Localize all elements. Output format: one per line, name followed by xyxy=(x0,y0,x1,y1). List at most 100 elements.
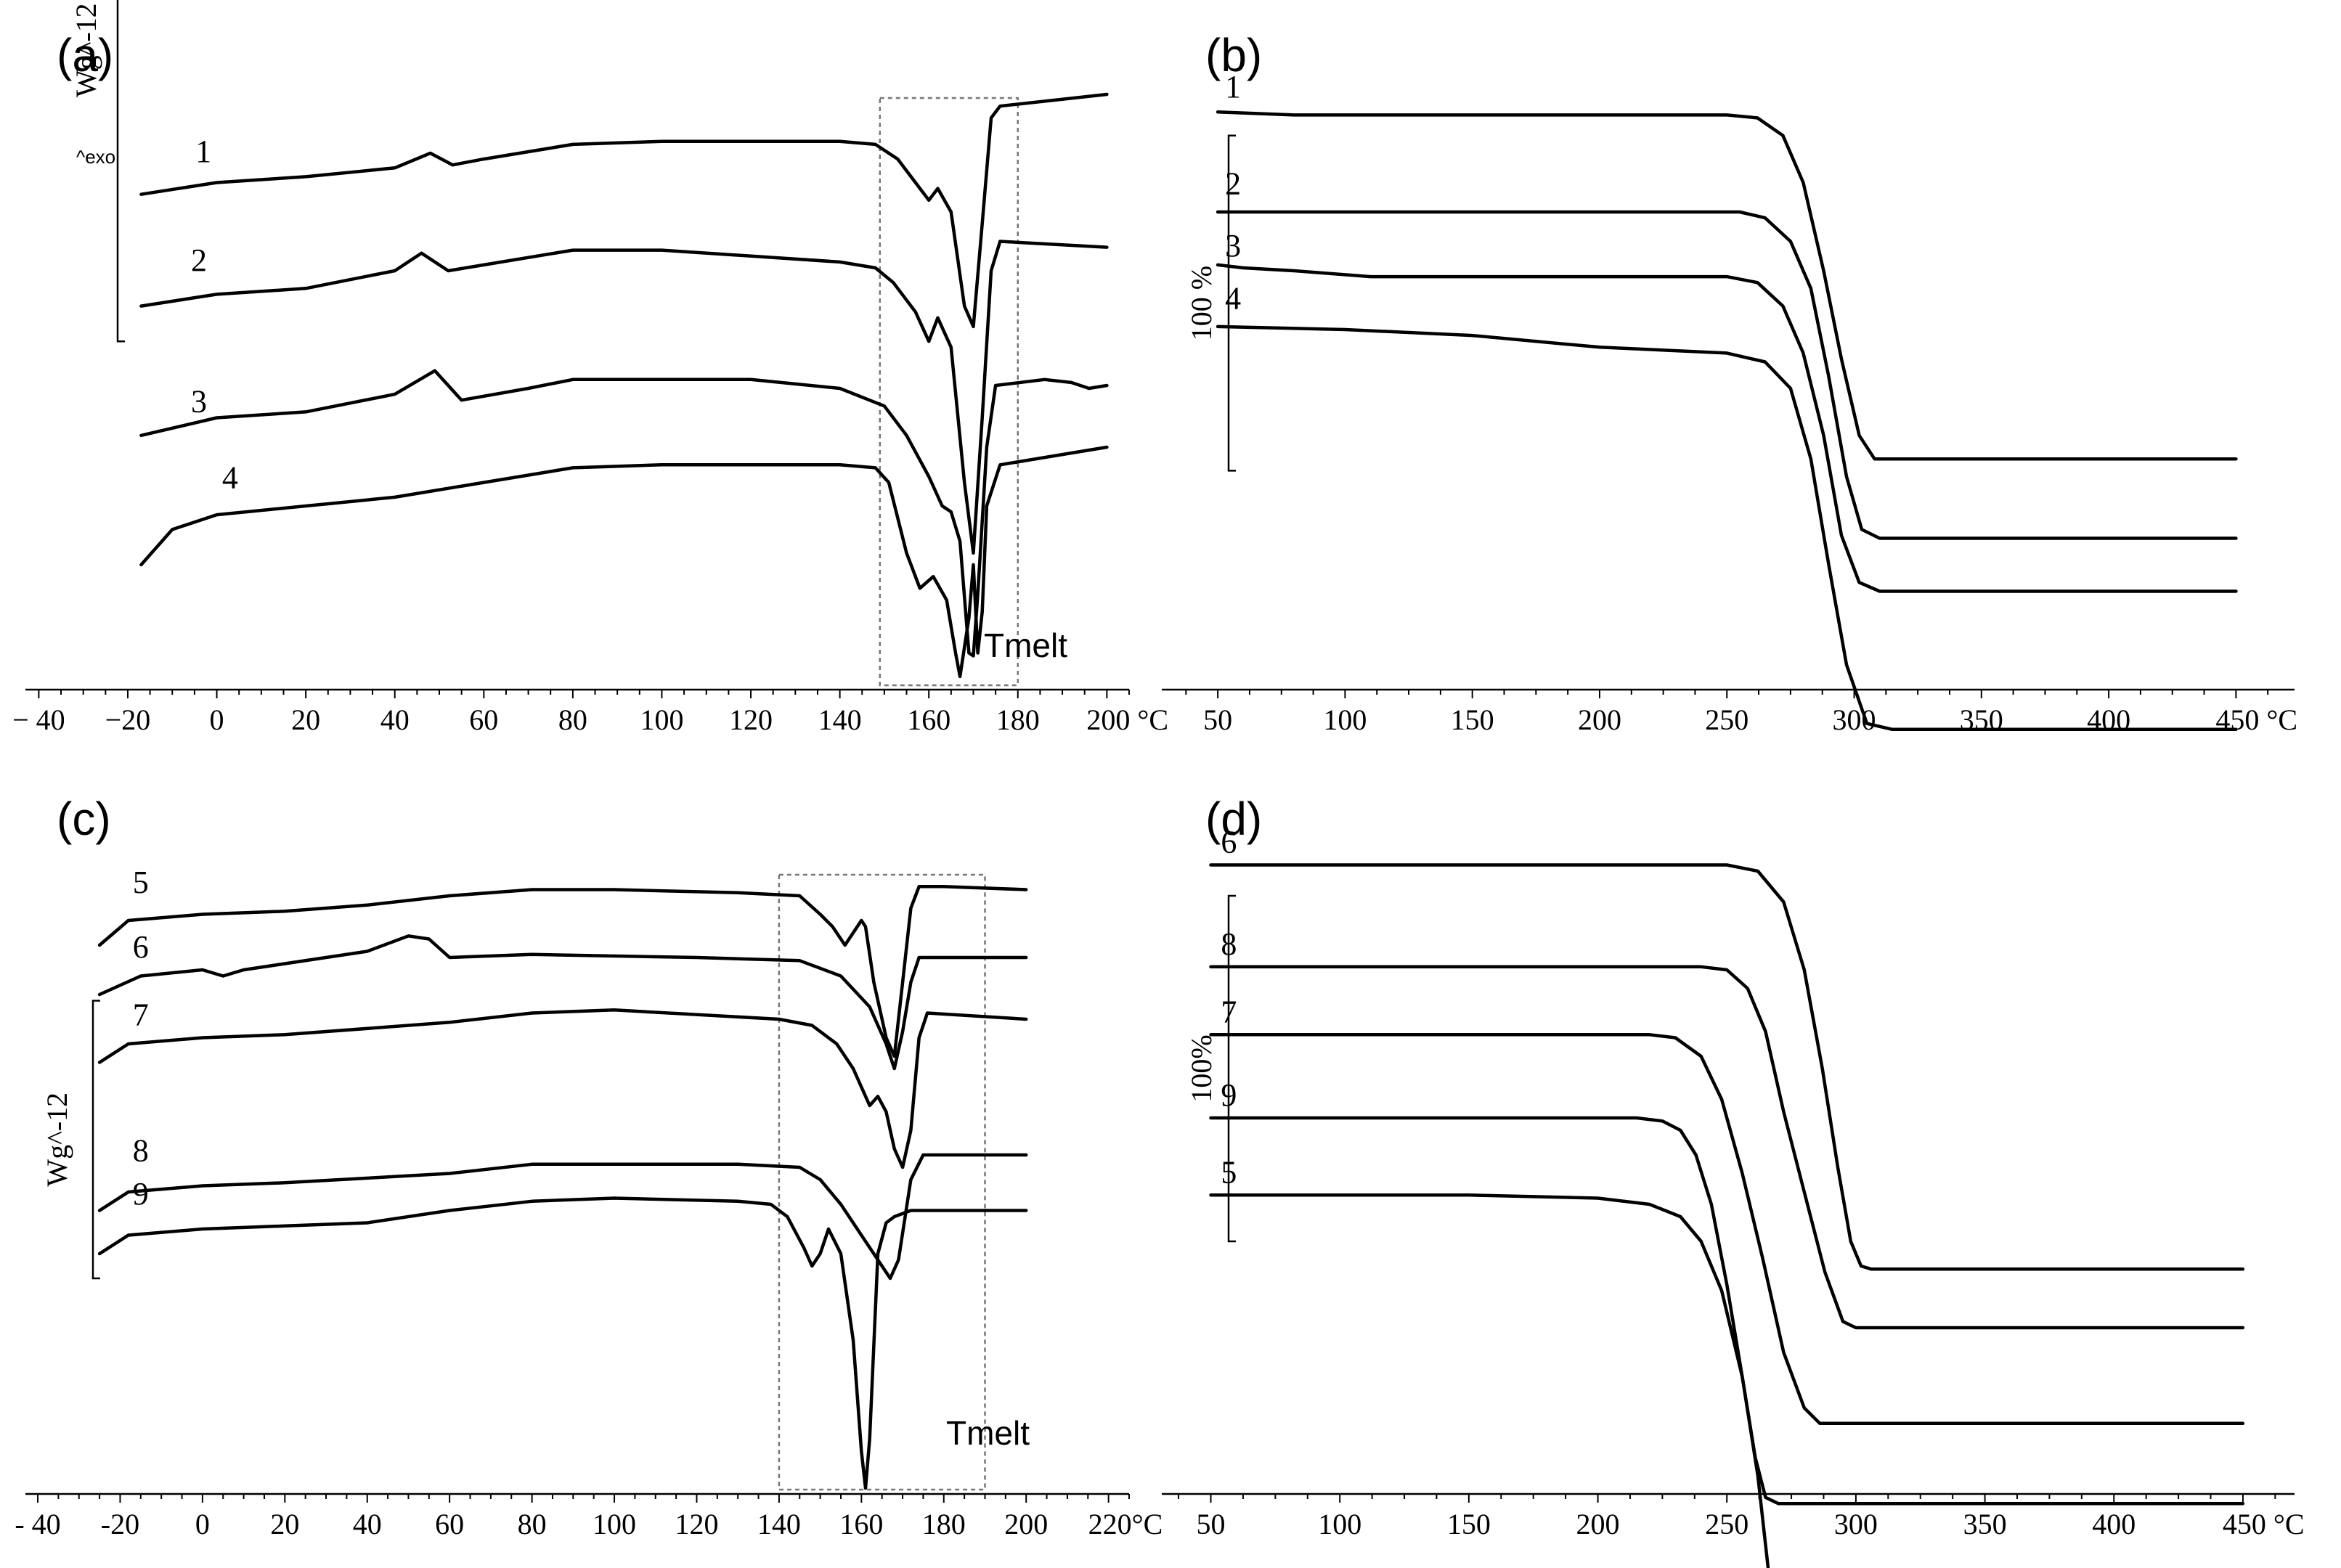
x-tick-label: 150 xyxy=(1447,1508,1491,1540)
x-tick-label: 40 xyxy=(353,1508,382,1540)
tmelt-region-box xyxy=(879,97,1019,687)
x-tick-label: 350 xyxy=(1963,1508,2007,1540)
scale-bracket xyxy=(116,0,125,343)
x-tick-label: 20 xyxy=(270,1508,299,1540)
scale-label: Wg^-12 xyxy=(41,1093,73,1187)
curve-label-3: 3 xyxy=(1225,228,1241,264)
panel-label: (b) xyxy=(1205,29,1262,81)
x-tick-label: 120 xyxy=(675,1508,718,1540)
curve-7 xyxy=(97,1008,1028,1169)
x-tick-label: 100 xyxy=(593,1508,636,1540)
x-tick-label: 40 xyxy=(380,703,410,736)
curve-label-6: 6 xyxy=(133,929,149,965)
tmelt-annotation: Tmelt xyxy=(984,626,1067,664)
x-tick-label: 350 xyxy=(1960,703,2003,736)
x-tick-label: -20 xyxy=(101,1508,139,1540)
x-tick-label: 80 xyxy=(518,1508,547,1540)
x-tick-label: 20 xyxy=(291,703,320,736)
curve-2 xyxy=(139,240,1109,555)
curve-3 xyxy=(139,369,1109,658)
x-tick-label: 250 xyxy=(1705,703,1748,736)
curve-1 xyxy=(1216,110,2238,461)
x-tick-label: 200 xyxy=(1576,1508,1620,1540)
x-tick-label: 300 xyxy=(1833,703,1876,736)
x-tick-label: 0 xyxy=(210,703,224,736)
x-tick-label: 220°C xyxy=(1088,1508,1163,1540)
panel-a: (a) − 40 −20 0 20 40 60 80 100 120 140 160 180 200 °C… xyxy=(12,0,1168,736)
curve-label-7: 7 xyxy=(133,997,149,1033)
x-tick-label: 250 xyxy=(1705,1508,1748,1540)
x-tick-label: 160 xyxy=(907,703,950,736)
curve-label-2: 2 xyxy=(1225,166,1241,202)
curve-label-2: 2 xyxy=(191,242,207,278)
x-tick-label: 100 xyxy=(1323,703,1367,736)
curve-5 xyxy=(97,885,1028,1058)
curve-label-7: 7 xyxy=(1221,994,1237,1029)
curve-3 xyxy=(1216,263,2238,593)
x-tick-label: 400 xyxy=(2087,703,2130,736)
x-tick-label: 140 xyxy=(757,1508,801,1540)
panel-c: (c) - 40 -20 0 20 40 60 80 100 120 140 160 180 200 220… xyxy=(15,793,1163,1540)
curve-4 xyxy=(139,445,1109,679)
curve-label-5: 5 xyxy=(133,865,149,900)
x-tick-label: 200 °C xyxy=(1086,703,1168,736)
curve-label-4: 4 xyxy=(222,460,238,496)
panel-label: (c) xyxy=(57,793,111,845)
curve-label-3: 3 xyxy=(191,383,207,419)
scale-bracket xyxy=(91,1000,100,1280)
x-tick-label: 200 xyxy=(1004,1508,1048,1540)
curve-label-9: 9 xyxy=(133,1176,149,1212)
x-tick-label: 0 xyxy=(195,1508,210,1540)
scale-label: 100% xyxy=(1185,1034,1218,1102)
curve-9 xyxy=(1209,1116,2245,1506)
curve-2 xyxy=(1216,210,2238,540)
curve-9 xyxy=(97,1196,1028,1490)
x-tick-label: 80 xyxy=(558,703,587,736)
curve-8 xyxy=(97,1153,1028,1281)
curve-8 xyxy=(1209,965,2245,1330)
curve-label-8: 8 xyxy=(133,1133,149,1169)
scale-label: Wg^-12 xyxy=(70,3,102,97)
x-tick-label: − 40 xyxy=(12,703,65,736)
x-tick-label: 50 xyxy=(1203,703,1232,736)
panel-label: (a) xyxy=(57,29,113,81)
x-tick-label: 200 xyxy=(1578,703,1621,736)
curve-label-6: 6 xyxy=(1221,825,1237,860)
curve-label-1: 1 xyxy=(1225,69,1241,105)
x-tick-label: 450 °C xyxy=(2215,703,2297,736)
curve-5 xyxy=(1209,1193,1770,1568)
x-tick-label: 120 xyxy=(729,703,773,736)
x-tick-label: 60 xyxy=(469,703,498,736)
x-tick-label: 160 xyxy=(839,1508,883,1540)
curve-label-5: 5 xyxy=(1221,1154,1237,1190)
x-tick-label: 100 xyxy=(1318,1508,1361,1540)
curve-label-1: 1 xyxy=(195,134,211,169)
x-tick-label: 180 xyxy=(996,703,1040,736)
x-tick-label: 60 xyxy=(435,1508,464,1540)
x-tick-label: 150 xyxy=(1451,703,1494,736)
x-tick-label: 450 °C xyxy=(2223,1508,2305,1540)
exo-label: ^exo xyxy=(76,146,115,168)
panel-b: (b) 50 100 150 200 250 300 350 400 450 °C 100 % 1 2 3… xyxy=(1162,29,2297,736)
curve-4 xyxy=(1216,324,2238,732)
x-tick-label: - 40 xyxy=(15,1508,60,1540)
curve-label-9: 9 xyxy=(1221,1077,1237,1113)
scale-bracket xyxy=(1227,894,1236,1243)
tmelt-annotation: Tmelt xyxy=(946,1414,1030,1452)
x-tick-label: 400 xyxy=(2092,1508,2136,1540)
scale-label: 100 % xyxy=(1185,266,1218,340)
x-tick-label: 300 xyxy=(1834,1508,1878,1540)
x-tick-label: 180 xyxy=(922,1508,966,1540)
curve-1 xyxy=(139,92,1109,329)
curve-label-4: 4 xyxy=(1225,281,1241,317)
curve-6 xyxy=(97,934,1028,1071)
curve-7 xyxy=(1209,1033,2245,1426)
curve-6 xyxy=(1209,863,2245,1271)
x-tick-label: 50 xyxy=(1197,1508,1226,1540)
scale-bracket xyxy=(1227,134,1236,472)
x-tick-label: 100 xyxy=(640,703,683,736)
curve-label-8: 8 xyxy=(1221,926,1237,962)
x-tick-label: −20 xyxy=(105,703,151,736)
x-tick-label: 140 xyxy=(818,703,862,736)
